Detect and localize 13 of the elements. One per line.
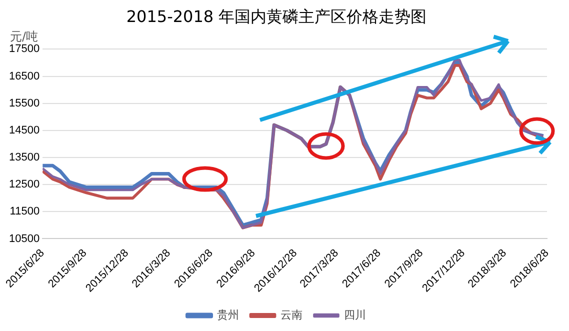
y-tick-label: 13500: [8, 152, 40, 164]
y-tick-label: 14500: [8, 124, 40, 136]
y-tick-label: 17500: [8, 43, 40, 56]
y-tick-label: 15500: [8, 97, 40, 110]
y-tick-label: 11500: [10, 206, 40, 218]
y-tick-label: 16500: [8, 70, 40, 82]
y-axis-title: 元/吨: [10, 29, 38, 44]
y-tick-label: 12500: [8, 178, 40, 191]
y-tick-label: 10500: [8, 232, 40, 245]
legend-label: 云南: [280, 308, 302, 322]
legend-label: 贵州: [216, 308, 239, 322]
chart-title: 2015-2018 年国内黄磷主产区价格走势图: [126, 6, 427, 26]
legend-label: 四川: [344, 308, 366, 322]
